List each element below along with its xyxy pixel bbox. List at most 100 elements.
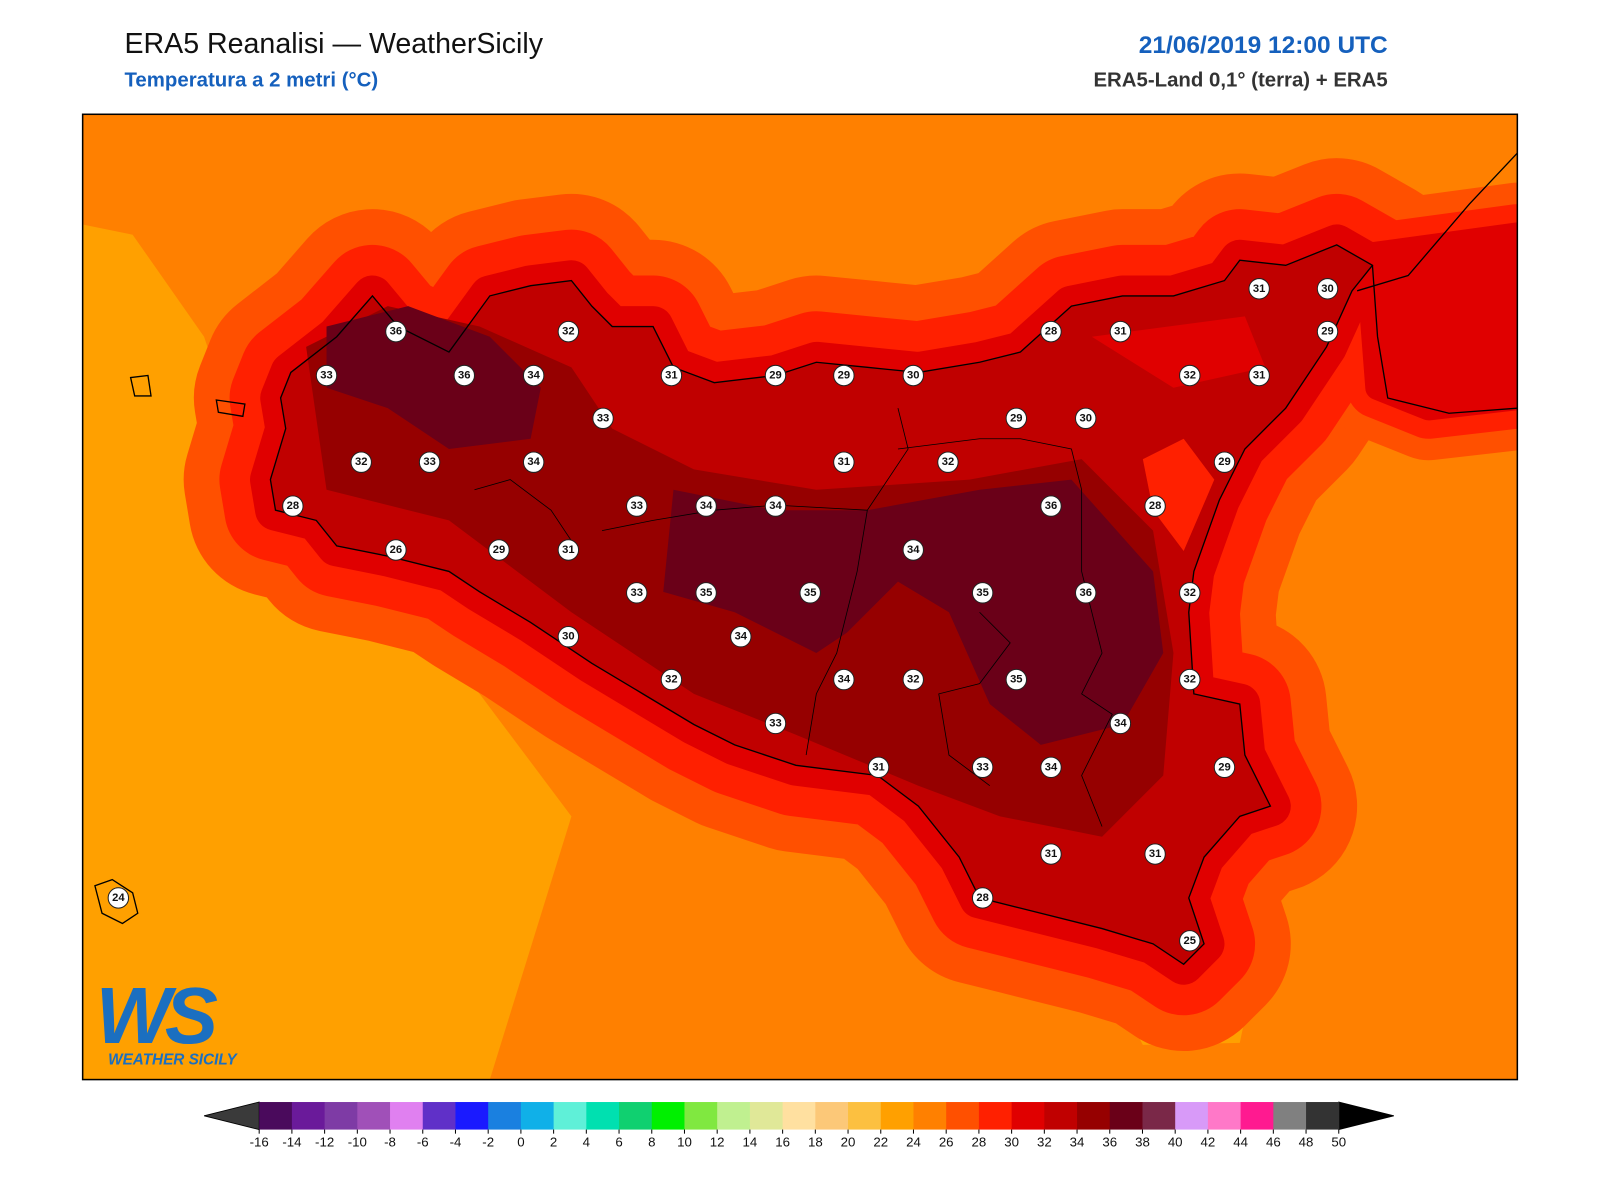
colorbar-tick-label: 28 — [972, 1134, 987, 1149]
station-value: 31 — [1149, 848, 1161, 860]
logo-name: WEATHER SICILY — [108, 1051, 238, 1068]
colorbar-segment — [651, 1102, 685, 1130]
station-value: 36 — [390, 326, 402, 338]
colorbar-tick-label: 40 — [1168, 1134, 1183, 1149]
colorbar-tick-label: 46 — [1266, 1134, 1281, 1149]
station-marker — [1074, 407, 1097, 430]
colorbar-segment — [880, 1102, 914, 1130]
colorbar-tick-label: 20 — [841, 1134, 856, 1149]
station-marker — [1040, 320, 1062, 343]
station-marker — [971, 756, 994, 779]
colorbar-tick-label: 16 — [775, 1134, 790, 1149]
station-marker — [764, 712, 787, 735]
station-marker — [282, 495, 304, 517]
content: ERA5 Reanalisi — WeatherSicily Temperatu… — [81, 28, 1519, 1149]
station-value: 29 — [1218, 761, 1230, 773]
station-value: 32 — [1184, 370, 1196, 382]
station-marker — [971, 582, 994, 604]
station-marker — [833, 668, 855, 691]
station-marker — [799, 582, 821, 604]
station-marker — [902, 539, 924, 561]
colorbar-tick-label: 48 — [1299, 1134, 1314, 1149]
station-value: 34 — [907, 544, 920, 556]
coastline — [1356, 152, 1518, 414]
station-value: 36 — [458, 370, 470, 382]
colorbar-tick-label: 8 — [648, 1134, 655, 1149]
colorbar-tick-label: 2 — [550, 1134, 557, 1149]
colorbar-tick-label: 38 — [1135, 1134, 1150, 1149]
subtitle: Temperatura a 2 metri (°C) — [124, 70, 378, 92]
colorbar-segment — [717, 1102, 751, 1130]
station-value: 33 — [769, 717, 781, 729]
station-marker — [764, 495, 787, 517]
station-value: 34 — [527, 370, 540, 382]
colorbar-segment — [749, 1102, 784, 1130]
station-marker — [1040, 843, 1062, 865]
station-value: 32 — [942, 456, 954, 468]
colorbar-segment — [422, 1102, 456, 1130]
station-marker — [937, 451, 959, 473]
station-marker — [867, 756, 890, 779]
station-marker — [453, 364, 475, 387]
temp-band — [663, 479, 1164, 745]
station-value: 30 — [1321, 283, 1333, 295]
colorbar-tick-label: -6 — [417, 1134, 429, 1149]
station-marker — [833, 364, 855, 387]
colorbar-segment — [455, 1102, 489, 1130]
station-marker — [385, 320, 407, 343]
colorbar-tick-label: 24 — [906, 1134, 921, 1149]
station-value: 33 — [320, 370, 332, 382]
colorbar-segment — [1306, 1102, 1340, 1130]
colorbar-tick-label: -14 — [282, 1134, 301, 1149]
station-marker — [1040, 756, 1062, 779]
colorbar-tick-label: 36 — [1102, 1134, 1117, 1149]
station-marker — [1040, 495, 1062, 517]
station-value: 32 — [1184, 674, 1196, 686]
station-marker — [592, 407, 614, 430]
station-value: 31 — [1045, 848, 1057, 860]
datetime: 21/06/2019 12:00 UTC — [1139, 32, 1388, 59]
colorbar-segment — [978, 1102, 1013, 1130]
colorbar-segment — [390, 1102, 424, 1130]
station-value: 24 — [112, 892, 125, 904]
station-marker — [660, 668, 683, 691]
colorbar-tick-label: 26 — [939, 1134, 954, 1149]
station-marker — [764, 364, 787, 387]
station-marker — [1316, 278, 1339, 300]
station-value: 35 — [804, 587, 816, 599]
station-value: 25 — [1184, 935, 1196, 947]
station-value: 31 — [562, 544, 574, 556]
station-value: 34 — [1045, 761, 1058, 773]
logo: WS WEATHER SICILY — [96, 971, 239, 1068]
colorbar-tick-label: 18 — [808, 1134, 823, 1149]
station-value: 34 — [700, 500, 713, 512]
colorbar-segment — [324, 1102, 358, 1130]
colorbar-over — [1338, 1101, 1394, 1131]
colorbar-segment — [1011, 1102, 1045, 1130]
station-value: 29 — [1010, 412, 1022, 424]
colorbar-segment — [815, 1102, 849, 1130]
station-value: 32 — [665, 674, 677, 686]
station-marker — [522, 364, 545, 387]
colorbar-segment — [913, 1102, 947, 1130]
station-marker — [1248, 364, 1270, 387]
station-marker — [1179, 582, 1201, 604]
station-value: 31 — [872, 761, 884, 773]
colorbar-segment — [1240, 1102, 1274, 1130]
station-marker — [350, 451, 372, 473]
station-marker — [1179, 930, 1201, 952]
station-value: 33 — [976, 761, 988, 773]
coastline — [94, 374, 246, 925]
colorbar-segment — [259, 1102, 293, 1130]
station-marker — [1179, 364, 1201, 387]
colorbar-segment — [1175, 1102, 1209, 1130]
station-value: 36 — [1045, 500, 1057, 512]
colorbar-tick-label: -10 — [348, 1134, 367, 1149]
station-marker — [1316, 320, 1339, 343]
station-marker — [315, 364, 338, 387]
colorbar-segment — [520, 1102, 555, 1130]
colorbar-tick-label: 50 — [1331, 1134, 1346, 1149]
station-value: 31 — [665, 370, 677, 382]
station-marker — [902, 364, 924, 387]
